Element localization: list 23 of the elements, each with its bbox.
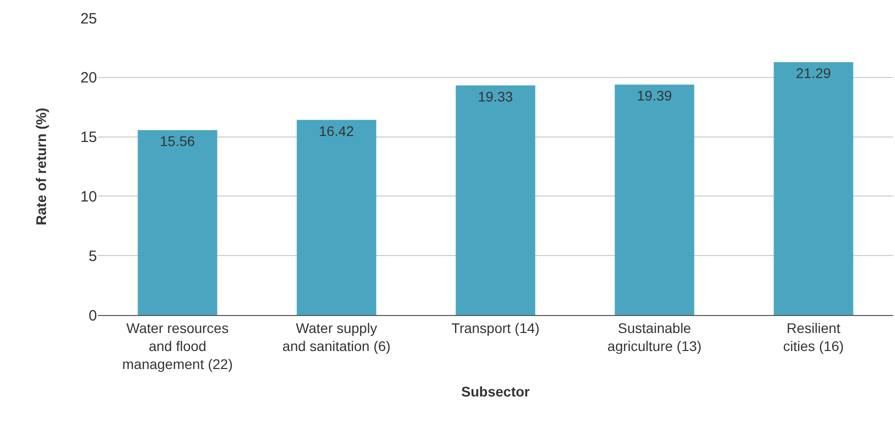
x-tick-label: Transport (14): [451, 320, 540, 336]
x-axis-title: Subsector: [461, 384, 530, 400]
x-tick-label: Water resources and flood management (22): [122, 320, 233, 372]
bar: [456, 85, 536, 315]
data-label: 19.39: [636, 88, 672, 104]
data-label: 19.33: [478, 88, 514, 104]
y-tick-label: 10: [80, 188, 97, 206]
y-tick-label: 25: [80, 10, 97, 28]
y-axis-title: Rate of return (%): [32, 108, 49, 226]
x-tick-label: Water supply and sanitation (6): [282, 320, 391, 354]
x-tick-label: Sustainable agriculture (13): [607, 320, 702, 354]
x-tick-label: Resilient cities (16): [783, 320, 844, 354]
data-label: 15.56: [160, 133, 196, 150]
bar: [614, 84, 694, 315]
bar: [774, 62, 854, 315]
y-tick-label: 5: [88, 248, 97, 265]
bar: [138, 130, 218, 315]
data-label: 16.42: [318, 122, 354, 139]
y-tick-label: 0: [88, 307, 97, 324]
y-tick-label: 15: [80, 129, 97, 146]
data-label: 21.29: [796, 65, 832, 82]
bar: [296, 120, 376, 315]
y-tick-label: 20: [80, 70, 97, 87]
